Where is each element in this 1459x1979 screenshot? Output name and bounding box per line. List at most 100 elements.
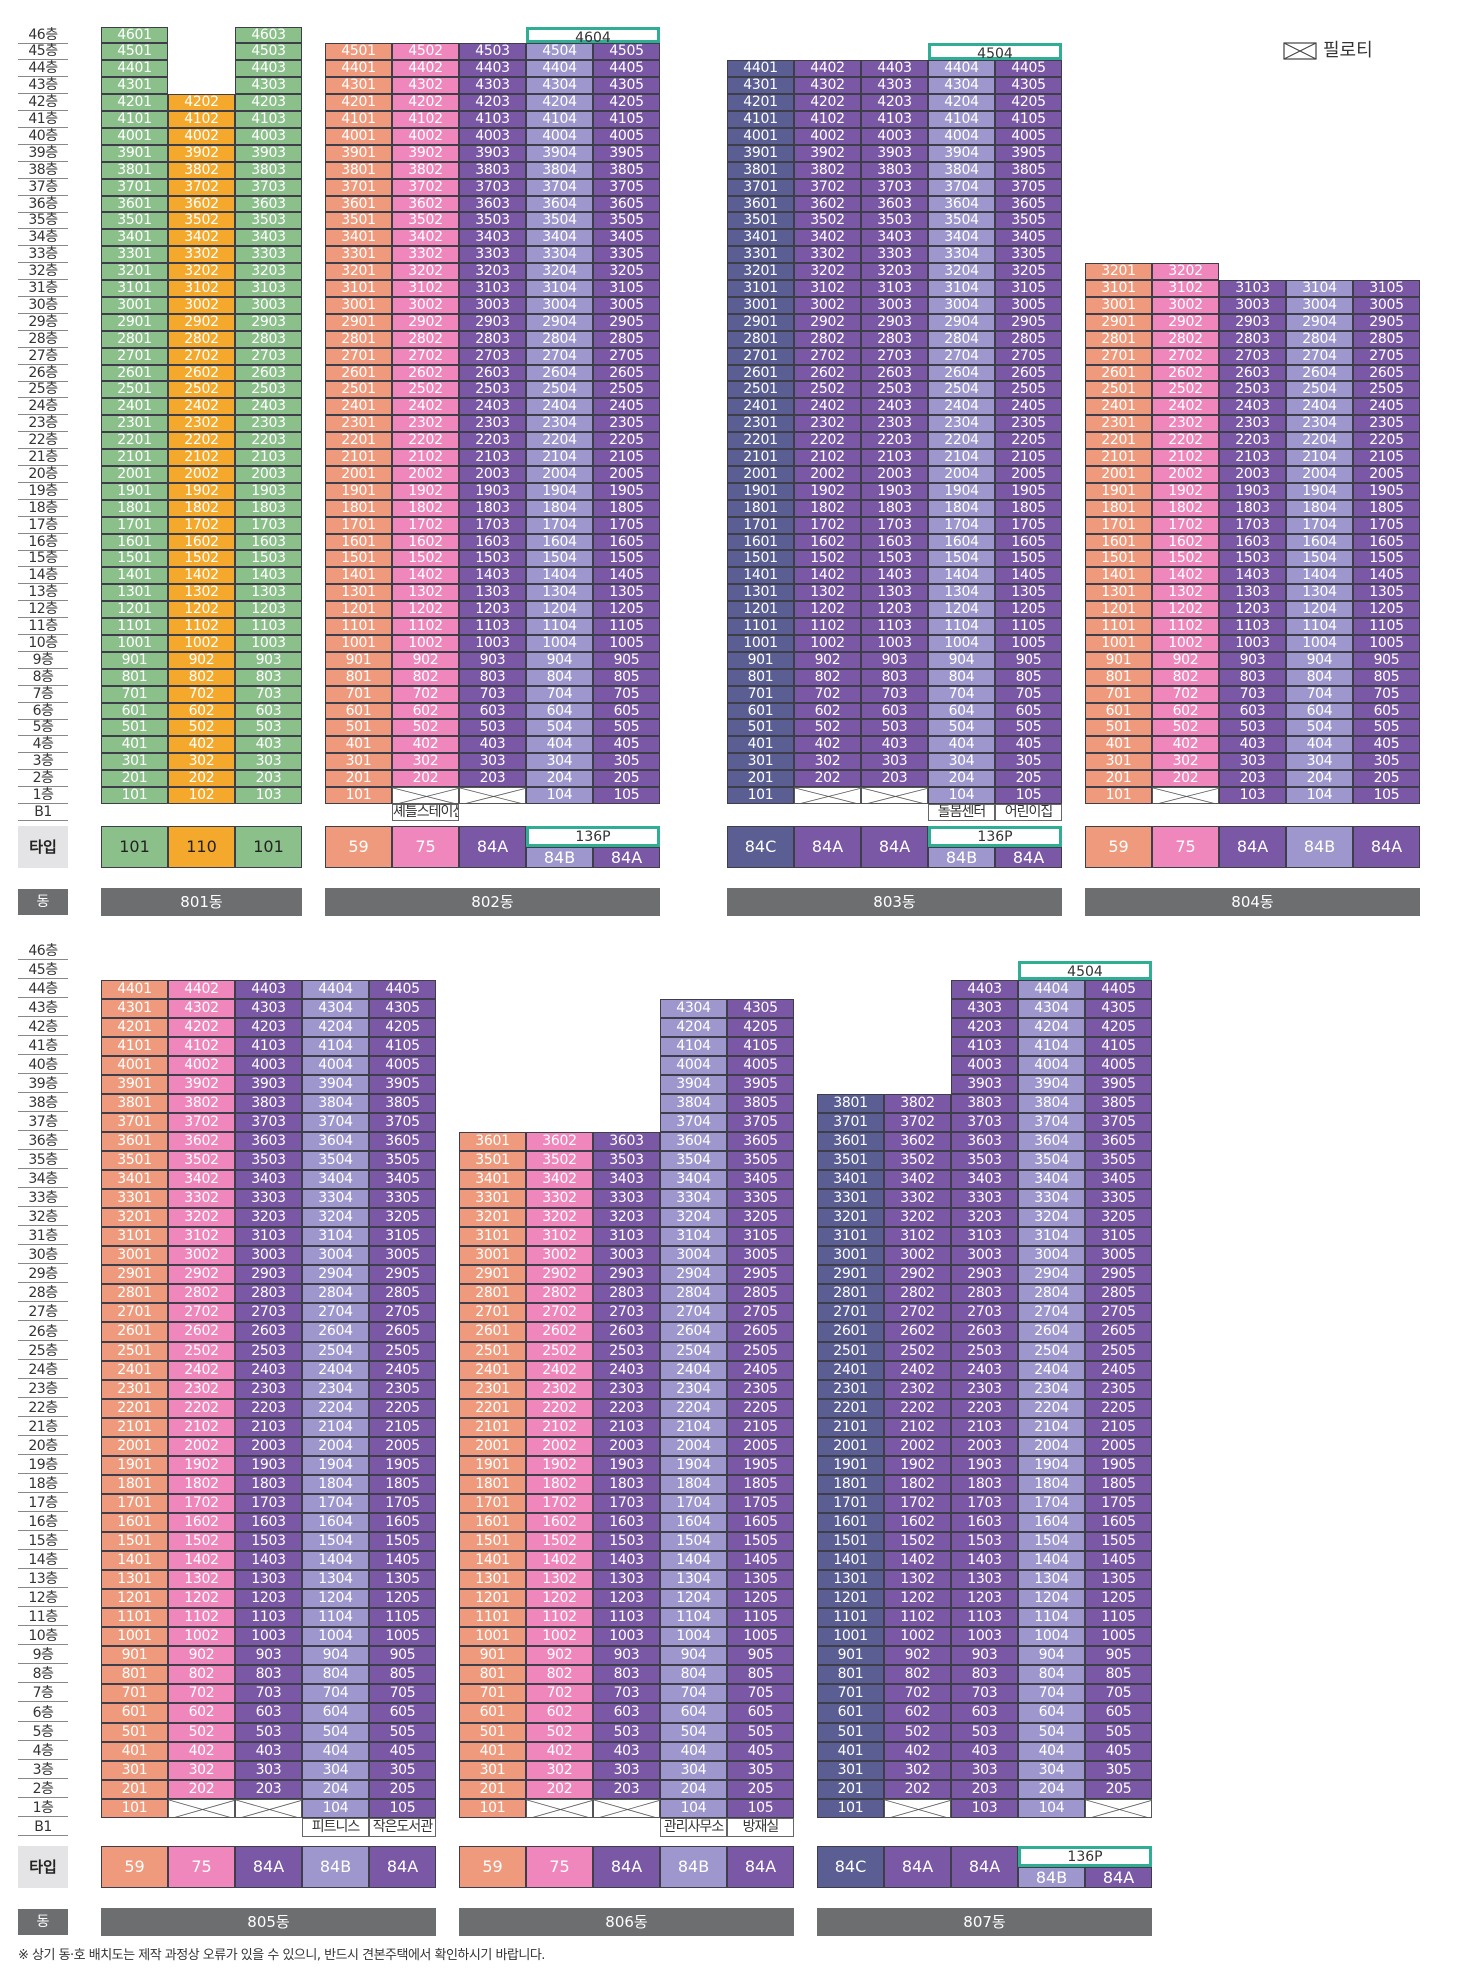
unit-cell: 301 [101, 1760, 168, 1780]
unit-cell: 4202 [168, 1017, 235, 1037]
unit-cell: 3003 [459, 296, 526, 314]
unit-cell: 3302 [168, 246, 235, 264]
unit-cell: 4302 [392, 77, 459, 95]
unit-cell: 1103 [459, 618, 526, 635]
unit-cell: 1305 [369, 1570, 436, 1590]
floor-label-2: 2층 [18, 771, 68, 788]
unit-cell: 1004 [302, 1627, 369, 1647]
unit-cell: 2501 [1085, 381, 1152, 399]
unit-cell: 1303 [593, 1570, 660, 1590]
unit-cell: 3402 [392, 229, 459, 247]
unit-cell: 1805 [369, 1474, 436, 1494]
unit-cell: 2004 [1286, 465, 1353, 483]
unit-cell: 4403 [235, 979, 302, 999]
unit-cell: 1101 [1085, 618, 1152, 635]
unit-cell: 2904 [302, 1265, 369, 1285]
dong-label-804동: 804동 [1085, 888, 1420, 916]
unit-cell: 1403 [593, 1551, 660, 1571]
unit-cell: 1404 [1286, 567, 1353, 585]
unit-cell: 3301 [727, 246, 794, 264]
unit-cell: 3001 [459, 1246, 526, 1266]
unit-cell: 2801 [101, 330, 168, 348]
unit-cell: 305 [1353, 753, 1420, 771]
unit-cell: 1002 [884, 1627, 951, 1647]
unit-cell: 1003 [459, 634, 526, 652]
dong-row-label: 동 [18, 1909, 68, 1935]
type-cell-84A: 84A [593, 1846, 660, 1888]
unit-cell: 1803 [1219, 499, 1286, 517]
floor-label-42: 42층 [18, 95, 68, 112]
unit-cell: 3102 [1152, 280, 1219, 297]
unit-cell: 605 [1353, 702, 1420, 720]
unit-cell: 2902 [526, 1265, 593, 1285]
unit-cell: 2004 [526, 465, 593, 483]
unit-cell: 1303 [951, 1570, 1018, 1590]
unit-cell: 1602 [1152, 533, 1219, 551]
unit-cell: 1501 [1085, 550, 1152, 568]
unit-cell: 1504 [1018, 1532, 1085, 1552]
unit-cell: 703 [235, 1684, 302, 1704]
unit-cell: 3901 [727, 144, 794, 162]
unit-cell: 4501 [101, 43, 168, 61]
unit-cell: 2905 [1353, 313, 1420, 331]
unit-cell: 2305 [369, 1379, 436, 1399]
floor-label-43: 43층 [18, 1000, 68, 1017]
unit-cell: 3303 [459, 246, 526, 264]
unit-cell: 4402 [168, 979, 235, 999]
unit-cell: 3101 [101, 1227, 168, 1247]
unit-cell: 1603 [1219, 533, 1286, 551]
unit-cell: 4103 [861, 111, 928, 128]
unit-cell: 2803 [951, 1284, 1018, 1304]
unit-cell: 1403 [459, 567, 526, 585]
unit-cell: 2005 [995, 465, 1062, 483]
unit-cell: 204 [1286, 770, 1353, 788]
unit-cell: 3001 [727, 296, 794, 314]
penthouse-unit: 4504 [1018, 960, 1152, 980]
unit-cell: 2805 [1353, 330, 1420, 348]
unit-cell: 802 [168, 1665, 235, 1685]
unit-cell: 2701 [101, 1303, 168, 1323]
unit-cell: 4003 [459, 127, 526, 145]
unit-cell: 3905 [369, 1074, 436, 1094]
unit-cell: 3903 [235, 1074, 302, 1094]
unit-cell: 2705 [593, 347, 660, 365]
floor-label-7: 7층 [18, 1686, 68, 1703]
unit-cell: 4105 [1085, 1036, 1152, 1056]
unit-cell: 3403 [235, 1170, 302, 1190]
unit-cell: 1605 [1353, 533, 1420, 551]
unit-cell: 1401 [101, 567, 168, 585]
unit-cell: 2902 [168, 1265, 235, 1285]
type-cell-75: 75 [392, 826, 459, 868]
unit-cell: 1002 [392, 634, 459, 652]
unit-cell: 2305 [1353, 415, 1420, 433]
unit-cell: 1801 [727, 499, 794, 517]
unit-cell: 4001 [727, 127, 794, 145]
unit-cell: 805 [995, 668, 1062, 686]
unit-cell: 2403 [235, 1360, 302, 1380]
unit-cell: 4101 [727, 111, 794, 128]
unit-cell: 3203 [593, 1208, 660, 1228]
dong-label-807동: 807동 [817, 1908, 1152, 1936]
unit-cell: 2402 [392, 398, 459, 416]
unit-cell: 4201 [325, 94, 392, 112]
unit-cell: 3701 [325, 178, 392, 196]
unit-cell: 2302 [168, 1379, 235, 1399]
unit-cell: 3305 [727, 1189, 794, 1209]
unit-cell: 3605 [727, 1131, 794, 1152]
unit-cell: 1605 [1085, 1512, 1152, 1533]
floor-label-29: 29층 [18, 1267, 68, 1284]
unit-cell: 3404 [660, 1170, 727, 1190]
unit-cell: 2104 [928, 449, 995, 466]
unit-cell: 1005 [727, 1627, 794, 1647]
unit-cell: 1201 [325, 601, 392, 619]
unit-cell: 1401 [817, 1551, 884, 1571]
unit-cell: 2404 [302, 1360, 369, 1380]
unit-cell: 2105 [369, 1417, 436, 1437]
unit-cell: 2605 [593, 364, 660, 382]
unit-cell: 2501 [101, 1341, 168, 1361]
unit-cell: 2305 [593, 415, 660, 433]
unit-cell: 901 [459, 1646, 526, 1666]
unit-cell: 405 [995, 736, 1062, 754]
type-cell-84B: 84B [1286, 826, 1353, 868]
unit-cell: 3404 [526, 229, 593, 247]
